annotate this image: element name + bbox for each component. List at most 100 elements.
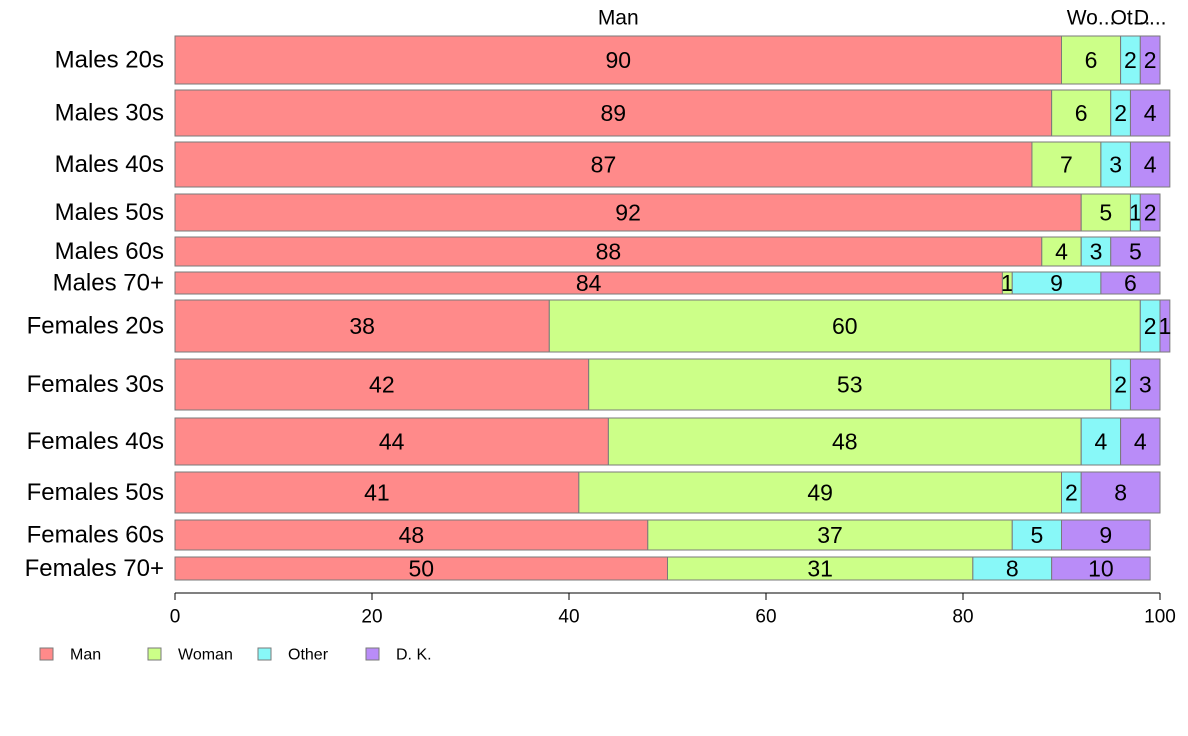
- data-label: 1: [1159, 313, 1172, 339]
- legend-swatch: [257, 647, 272, 661]
- data-label: 1: [1001, 270, 1014, 296]
- category-label: Females 60s: [27, 522, 164, 549]
- data-label: 5: [1099, 200, 1112, 226]
- x-tick-label: 20: [361, 607, 382, 628]
- data-label: 48: [399, 522, 425, 548]
- bar-segment: [174, 141, 1033, 188]
- data-label: 9: [1099, 522, 1112, 548]
- data-label: 2: [1144, 200, 1157, 226]
- data-label: 41: [364, 480, 390, 506]
- data-label: 5: [1129, 239, 1142, 265]
- bar-segment: [174, 35, 1062, 85]
- category-label: Females 70+: [25, 555, 164, 582]
- x-tick-label: 100: [1144, 607, 1176, 628]
- bar-segment: [588, 358, 1112, 411]
- legend: Man Woman Other D. K.: [39, 647, 432, 664]
- legend-swatch: [365, 647, 380, 661]
- data-label: 7: [1060, 152, 1073, 178]
- bar-segment: [1061, 35, 1122, 85]
- data-label: 6: [1085, 47, 1098, 73]
- data-label: 10: [1088, 556, 1114, 582]
- category-label: Females 40s: [27, 428, 164, 455]
- bar-segment: [174, 236, 1043, 267]
- x-tick-label: 40: [558, 607, 579, 628]
- bar-segment: [174, 519, 649, 551]
- bar-segment: [1110, 236, 1161, 267]
- bar-segment: [1031, 141, 1102, 188]
- data-label: 2: [1114, 100, 1127, 126]
- data-label: 48: [832, 429, 858, 455]
- data-label: 4: [1144, 152, 1157, 178]
- column-header-label: Man: [598, 7, 639, 30]
- bar-segment: [1129, 89, 1171, 137]
- data-label: 1: [1129, 200, 1142, 226]
- data-label: 49: [807, 480, 833, 506]
- data-label: 2: [1144, 47, 1157, 73]
- x-tick-label: 0: [170, 607, 181, 628]
- data-label: 4: [1134, 429, 1147, 455]
- category-label: Males 50s: [55, 199, 164, 226]
- category-label: Females 30s: [27, 371, 164, 398]
- category-label: Males 70+: [53, 270, 164, 297]
- column-header-label: Wo...: [1067, 7, 1116, 30]
- legend-swatch: [39, 647, 54, 661]
- legend-swatch: [147, 647, 162, 661]
- data-label: 50: [408, 556, 434, 582]
- bar-segment: [1129, 358, 1161, 411]
- bar-segment: [1080, 417, 1122, 466]
- bar-segment: [1080, 471, 1161, 514]
- data-label: 84: [576, 270, 602, 296]
- category-label: Males 20s: [55, 47, 164, 74]
- bar-segment: [1061, 519, 1151, 551]
- data-label: 2: [1144, 313, 1157, 339]
- bar-segment: [1100, 271, 1161, 295]
- bar-segment: [174, 193, 1082, 232]
- data-label: 4: [1095, 429, 1108, 455]
- bar-segment: [1080, 236, 1112, 267]
- category-label: Females 20s: [27, 313, 164, 340]
- data-label: 3: [1109, 152, 1122, 178]
- data-label: 2: [1124, 47, 1137, 73]
- bar-segment: [1139, 193, 1161, 232]
- data-label: 6: [1075, 100, 1088, 126]
- category-label: Females 50s: [27, 479, 164, 506]
- data-label: 2: [1065, 480, 1078, 506]
- data-label: 90: [605, 47, 631, 73]
- bar-segment: [1129, 141, 1171, 188]
- data-label: 31: [807, 556, 833, 582]
- x-axis: 0 20 40 60 80 100: [170, 592, 1176, 628]
- bar-segment: [1051, 89, 1112, 137]
- legend-label: Man: [70, 647, 101, 664]
- data-label: 38: [349, 313, 375, 339]
- category-label: Males 60s: [55, 238, 164, 265]
- data-label: 89: [601, 100, 627, 126]
- data-label: 3: [1139, 372, 1152, 398]
- data-label: 53: [837, 372, 863, 398]
- column-header-labels: Man Wo...Ot...D...: [598, 7, 1167, 30]
- data-label: 88: [596, 239, 622, 265]
- column-header-label: D...: [1134, 7, 1167, 30]
- bar-segment: [1120, 417, 1161, 466]
- bar-segment: [1051, 556, 1151, 581]
- category-labels: Males 20s Males 30s Males 40s Males 50s Male…: [25, 47, 164, 583]
- data-label: 5: [1030, 522, 1043, 548]
- bar-segment: [607, 417, 1082, 466]
- legend-label: Other: [288, 647, 329, 664]
- data-label: 8: [1006, 556, 1019, 582]
- category-label: Males 30s: [55, 100, 164, 127]
- bars: 90 6 2 289 6 2 487 7 3 492 5 1 288 4 3 584 1 9 638 60 2 142 53…: [174, 35, 1172, 582]
- bar-segment: [1011, 519, 1062, 551]
- data-label: 44: [379, 429, 405, 455]
- data-label: 6: [1124, 270, 1137, 296]
- bar-segment: [1159, 299, 1171, 353]
- column-header-label: Ot...: [1111, 7, 1151, 30]
- legend-label: D. K.: [396, 647, 432, 664]
- data-label: 37: [817, 522, 843, 548]
- x-tick-label: 60: [755, 607, 776, 628]
- data-label: 42: [369, 372, 395, 398]
- data-label: 8: [1114, 480, 1127, 506]
- data-label: 87: [591, 152, 617, 178]
- data-label: 4: [1055, 239, 1068, 265]
- data-label: 2: [1114, 372, 1127, 398]
